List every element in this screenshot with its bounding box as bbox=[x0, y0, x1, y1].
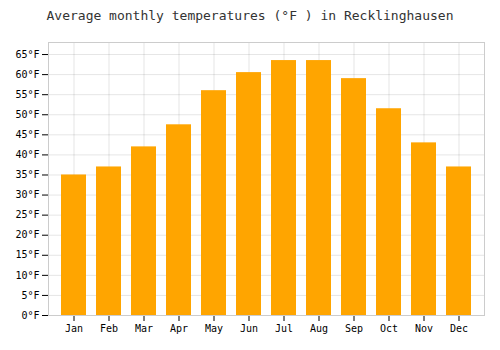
svg-text:25°F: 25°F bbox=[15, 209, 39, 220]
svg-text:May: May bbox=[205, 323, 223, 334]
svg-text:10°F: 10°F bbox=[15, 270, 39, 281]
svg-text:55°F: 55°F bbox=[15, 89, 39, 100]
svg-text:65°F: 65°F bbox=[15, 49, 39, 60]
svg-text:Jan: Jan bbox=[65, 323, 83, 334]
svg-text:Feb: Feb bbox=[100, 323, 118, 334]
svg-text:20°F: 20°F bbox=[15, 229, 39, 240]
svg-text:Jul: Jul bbox=[275, 323, 293, 334]
svg-text:Mar: Mar bbox=[135, 323, 153, 334]
svg-text:Aug: Aug bbox=[310, 323, 328, 334]
svg-text:Sep: Sep bbox=[345, 323, 363, 334]
svg-text:Oct: Oct bbox=[380, 323, 398, 334]
svg-text:60°F: 60°F bbox=[15, 69, 39, 80]
svg-text:Dec: Dec bbox=[450, 323, 468, 334]
svg-text:0°F: 0°F bbox=[21, 310, 39, 321]
svg-text:Jun: Jun bbox=[240, 323, 258, 334]
svg-text:50°F: 50°F bbox=[15, 109, 39, 120]
svg-text:Apr: Apr bbox=[170, 323, 188, 334]
svg-text:40°F: 40°F bbox=[15, 149, 39, 160]
svg-text:Nov: Nov bbox=[415, 323, 433, 334]
svg-text:35°F: 35°F bbox=[15, 169, 39, 180]
svg-text:15°F: 15°F bbox=[15, 249, 39, 260]
svg-text:45°F: 45°F bbox=[15, 129, 39, 140]
svg-text:5°F: 5°F bbox=[21, 290, 39, 301]
html-text:Average monthly temperatures (: Average monthly temperatures (°F ) in Re… bbox=[46, 8, 454, 23]
svg-text:30°F: 30°F bbox=[15, 189, 39, 200]
